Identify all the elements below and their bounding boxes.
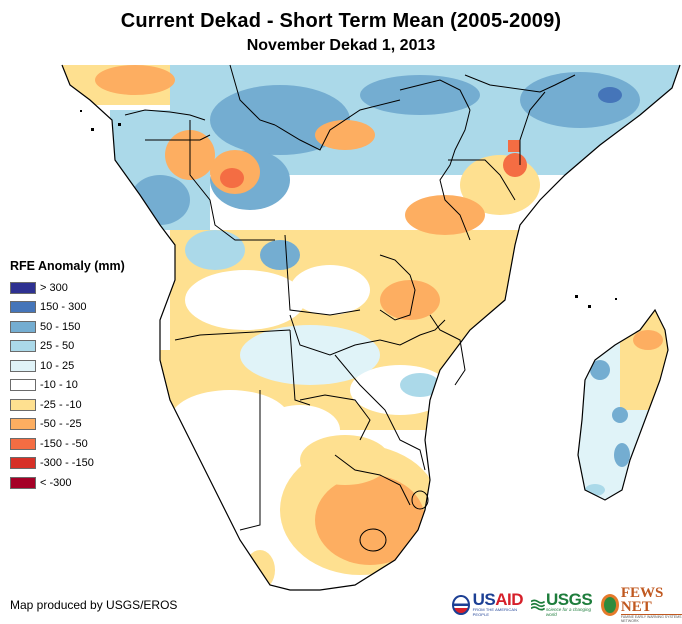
usgs-name: USGS — [546, 589, 593, 609]
legend-item: -50 - -25 — [10, 415, 125, 435]
legend-swatch — [10, 359, 36, 372]
usaid-seal-icon — [452, 594, 470, 615]
mainland-coastline — [61, 64, 681, 591]
map-subtitle: November Dekad 1, 2013 — [246, 37, 436, 54]
legend-swatch — [10, 476, 36, 489]
legend-label: -150 - -50 — [40, 437, 88, 450]
map-title: Current Dekad - Short Term Mean (2005-20… — [120, 10, 562, 32]
legend-label: -10 - 10 — [40, 379, 78, 392]
legend-swatch — [10, 418, 36, 431]
usaid-tagline: FROM THE AMERICAN PEOPLE — [472, 606, 518, 617]
fewsnet-tagline: FAMINE EARLY WARNING SYSTEMS NETWORK — [620, 614, 682, 623]
usgs-wave-icon — [531, 597, 546, 612]
usgs-logo: USGS science for a changing world — [531, 589, 594, 617]
mainland-fill — [62, 65, 680, 590]
legend-swatch — [10, 437, 36, 450]
legend-label: < -300 — [40, 476, 72, 489]
fewsnet-logo: FEWS NET FAMINE EARLY WARNING SYSTEMS NE… — [600, 585, 682, 623]
legend-label: -300 - -150 — [40, 457, 94, 470]
country-borders — [124, 64, 576, 552]
legend-label: > 300 — [40, 281, 68, 294]
partner-logos: USAID FROM THE AMERICAN PEOPLE USGS scie… — [452, 586, 682, 623]
legend-swatch — [10, 340, 36, 353]
usaid-logo: USAID FROM THE AMERICAN PEOPLE — [452, 589, 525, 617]
fewsnet-name: FEWS NET — [620, 585, 664, 615]
legend-swatch — [10, 379, 36, 392]
globe-icon — [600, 593, 619, 616]
legend-item: > 300 — [10, 278, 125, 298]
legend: RFE Anomaly (mm) > 300 150 - 300 50 - 150 2… — [10, 259, 125, 493]
legend-item: -150 - -50 — [10, 434, 125, 454]
legend-item: 25 - 50 — [10, 337, 125, 357]
legend-label: 10 - 25 — [40, 359, 75, 372]
madagascar-coastline — [577, 308, 669, 501]
legend-item: -25 - -10 — [10, 395, 125, 415]
legend-label: -50 - -25 — [40, 418, 82, 431]
legend-item: -10 - 10 — [10, 376, 125, 396]
legend-label: 150 - 300 — [40, 301, 87, 314]
legend-item: -300 - -150 — [10, 454, 125, 474]
legend-label: -25 - -10 — [40, 398, 82, 411]
usgs-tagline: science for a changing world — [546, 606, 592, 617]
legend-swatch — [10, 457, 36, 470]
legend-swatch — [10, 398, 36, 411]
legend-item: 50 - 150 — [10, 317, 125, 337]
legend-swatch — [10, 301, 36, 314]
usaid-us: US — [472, 589, 496, 609]
legend-item: < -300 — [10, 473, 125, 493]
coastlines — [61, 64, 681, 591]
legend-title: RFE Anomaly (mm) — [10, 259, 125, 273]
islands — [80, 110, 617, 308]
legend-label: 50 - 150 — [40, 320, 81, 333]
legend-swatch — [10, 281, 36, 294]
credit-text: Map produced by USGS/EROS — [10, 598, 178, 612]
legend-item: 150 - 300 — [10, 298, 125, 318]
legend-item: 10 - 25 — [10, 356, 125, 376]
usaid-aid: AID — [495, 589, 523, 609]
legend-label: 25 - 50 — [40, 340, 75, 353]
legend-swatch — [10, 320, 36, 333]
